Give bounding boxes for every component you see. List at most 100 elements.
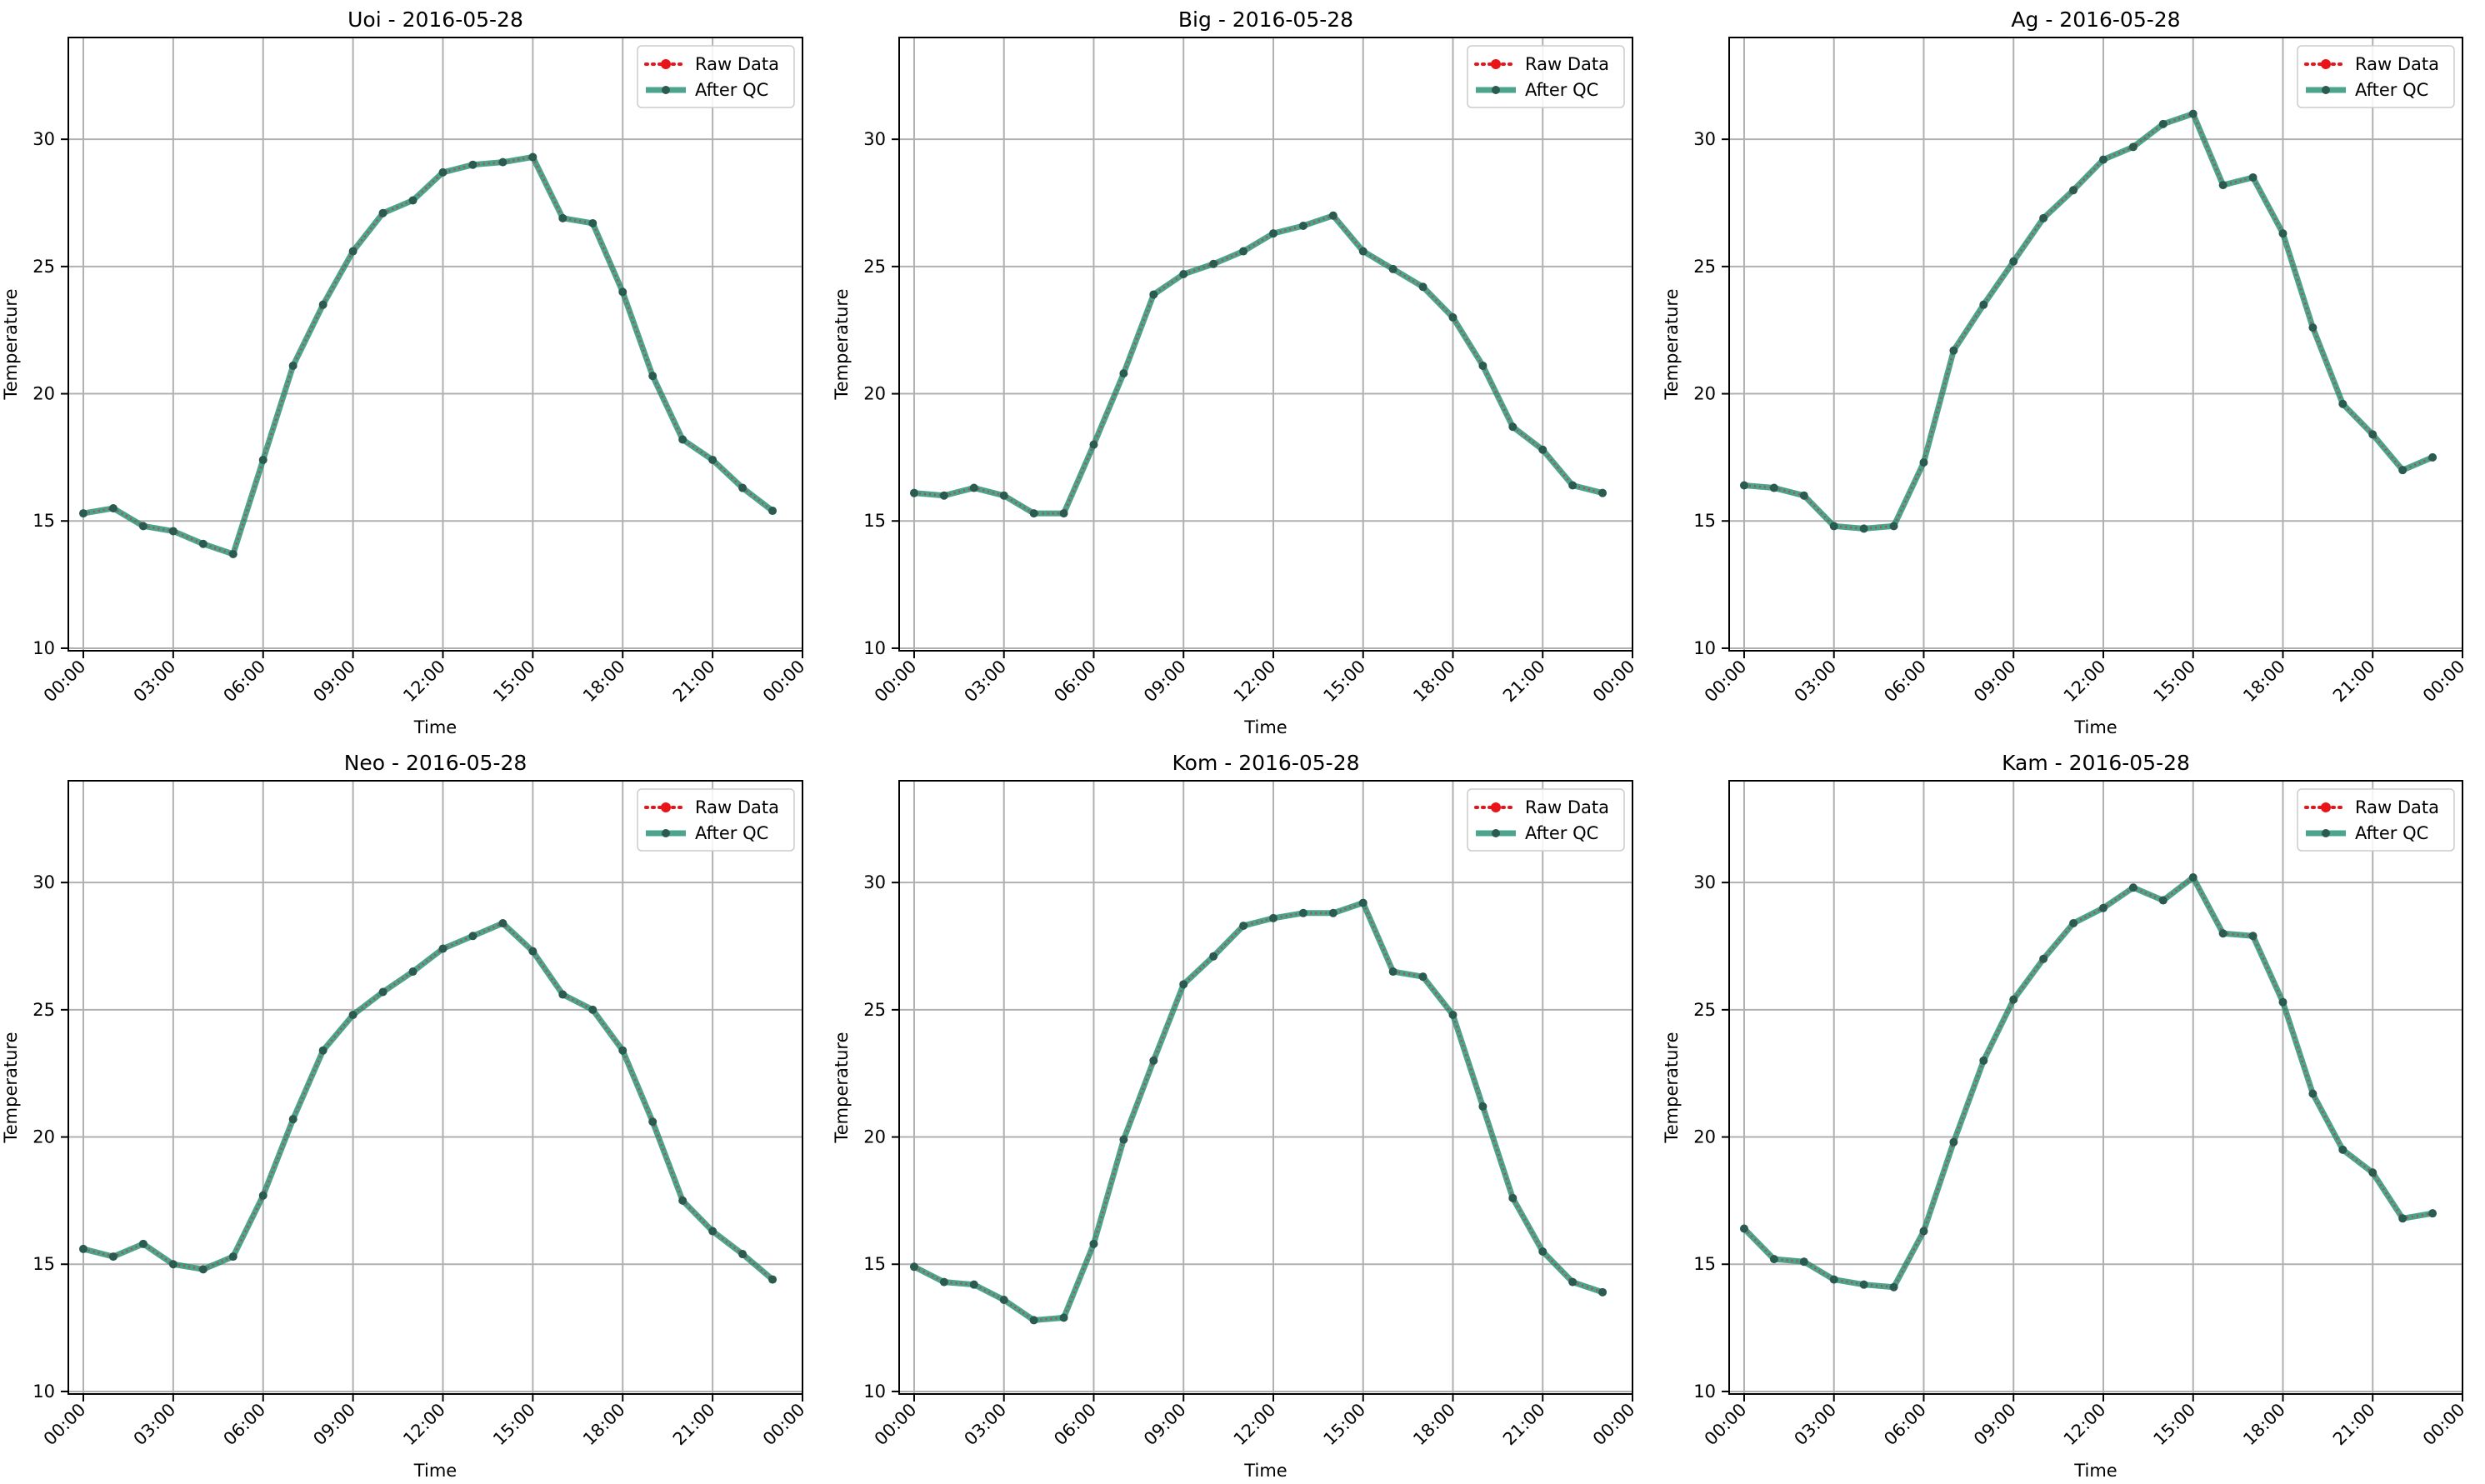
x-tick-label: 09:00 — [1140, 1400, 1190, 1450]
data-point — [348, 1010, 358, 1019]
data-point — [1388, 264, 1398, 273]
y-tick-label: 10 — [32, 638, 55, 658]
x-tick-label: 06:00 — [1880, 657, 1930, 707]
data-point — [2218, 929, 2228, 938]
y-tick-label: 25 — [863, 1000, 886, 1020]
data-point — [1598, 1287, 1608, 1297]
legend-label-raw-data: Raw Data — [2355, 797, 2439, 817]
y-tick-label: 10 — [32, 1382, 55, 1402]
y-axis-label: Temperature — [1, 288, 21, 400]
x-tick-label: 12:00 — [1230, 1400, 1280, 1450]
data-point — [1538, 1247, 1548, 1256]
data-point — [1478, 361, 1488, 370]
data-point — [1029, 509, 1038, 518]
x-axis-label: Time — [413, 1461, 457, 1481]
data-point — [1568, 1277, 1578, 1287]
data-point — [468, 932, 478, 941]
data-point — [1949, 1137, 1958, 1147]
data-point — [648, 372, 658, 381]
x-tick-label: 12:00 — [2060, 1400, 2110, 1450]
legend: Raw Data After QC — [637, 45, 795, 108]
data-point — [558, 213, 568, 222]
y-tick-label: 20 — [1693, 1127, 1716, 1147]
y-axis-label: Temperature — [1, 1032, 21, 1143]
data-point — [1568, 481, 1578, 490]
legend-marker-raw-data — [661, 59, 671, 69]
data-point — [2098, 903, 2108, 912]
y-axis-label: Temperature — [832, 288, 852, 400]
series-line-after-qc — [82, 920, 775, 1282]
data-point — [2428, 1209, 2438, 1218]
data-point — [618, 287, 628, 297]
x-tick-label: 00:00 — [1589, 1400, 1639, 1450]
x-tick-label: 06:00 — [1880, 1400, 1930, 1450]
data-point — [318, 1046, 328, 1055]
x-tick-label: 09:00 — [309, 1400, 359, 1450]
data-point — [2069, 919, 2078, 928]
data-point — [1119, 369, 1128, 378]
x-tick-label: 21:00 — [2329, 657, 2379, 707]
data-point — [288, 1115, 298, 1124]
y-axis-label: Temperature — [1662, 1032, 1682, 1143]
x-tick-label: 00:00 — [759, 1400, 809, 1450]
data-point — [78, 509, 88, 518]
data-point — [2158, 119, 2168, 128]
x-tick-label: 18:00 — [2239, 657, 2289, 707]
legend-marker-raw-data — [1491, 802, 1501, 812]
series-line-raw-data — [913, 902, 1603, 1322]
chart-panel: 00:00 03:00 06:00 09:00 12:00 15:00 18:00 21:00… — [832, 7, 1639, 737]
data-point — [1328, 211, 1338, 220]
data-point — [618, 1046, 628, 1055]
data-point — [1418, 972, 1428, 982]
axes-frame — [898, 37, 1633, 652]
data-point — [2188, 109, 2198, 118]
y-tick-label: 10 — [863, 638, 886, 658]
data-point — [2069, 186, 2078, 195]
y-tick-label: 20 — [32, 384, 55, 404]
legend-label-after-qc: After QC — [2355, 80, 2428, 100]
data-point — [768, 507, 778, 516]
data-point — [1179, 270, 1188, 279]
data-point — [498, 919, 508, 928]
data-point — [969, 483, 978, 492]
data-point — [1478, 1102, 1488, 1111]
data-point — [588, 1005, 598, 1014]
data-point — [2278, 997, 2288, 1007]
chart-panel: 00:00 03:00 06:00 09:00 12:00 15:00 18:00 21:00… — [1662, 751, 2469, 1481]
x-tick-label: 12:00 — [1230, 657, 1280, 707]
data-point — [738, 483, 748, 492]
y-tick-label: 30 — [863, 129, 886, 149]
data-point — [378, 987, 388, 997]
data-point — [1059, 1313, 1068, 1322]
legend: Raw Data After QC — [1467, 788, 1625, 852]
x-tick-label: 03:00 — [1790, 1400, 1840, 1450]
data-point — [528, 947, 538, 956]
legend-marker-raw-data — [1491, 59, 1501, 69]
y-tick-label: 30 — [863, 872, 886, 892]
data-point — [768, 1275, 778, 1284]
data-point — [2368, 430, 2378, 439]
data-point — [1769, 1255, 1778, 1264]
data-point — [2098, 155, 2108, 164]
chart-title: Kom - 2016-05-28 — [1172, 751, 1360, 775]
legend-marker-raw-data — [2321, 59, 2331, 69]
x-tick-label: 15:00 — [1319, 657, 1369, 707]
legend: Raw Data After QC — [2297, 788, 2455, 852]
data-point — [1829, 522, 1838, 531]
x-axis-label: Time — [2073, 717, 2117, 737]
x-tick-label: 18:00 — [1409, 1400, 1459, 1450]
y-tick-label: 15 — [32, 1254, 55, 1274]
legend-label-raw-data: Raw Data — [695, 797, 779, 817]
x-tick-label: 15:00 — [2149, 657, 2199, 707]
legend-marker-raw-data — [661, 802, 671, 812]
data-point — [1508, 1193, 1518, 1202]
data-point — [198, 539, 208, 548]
x-tick-label: 15:00 — [489, 1400, 539, 1450]
x-tick-label: 21:00 — [669, 657, 719, 707]
x-tick-label: 00:00 — [1589, 657, 1639, 707]
x-tick-label: 03:00 — [960, 1400, 1010, 1450]
x-tick-label: 15:00 — [2149, 1400, 2199, 1450]
axes-frame — [1728, 37, 2463, 652]
x-tick-label: 21:00 — [669, 1400, 719, 1450]
data-point — [2009, 257, 2018, 266]
